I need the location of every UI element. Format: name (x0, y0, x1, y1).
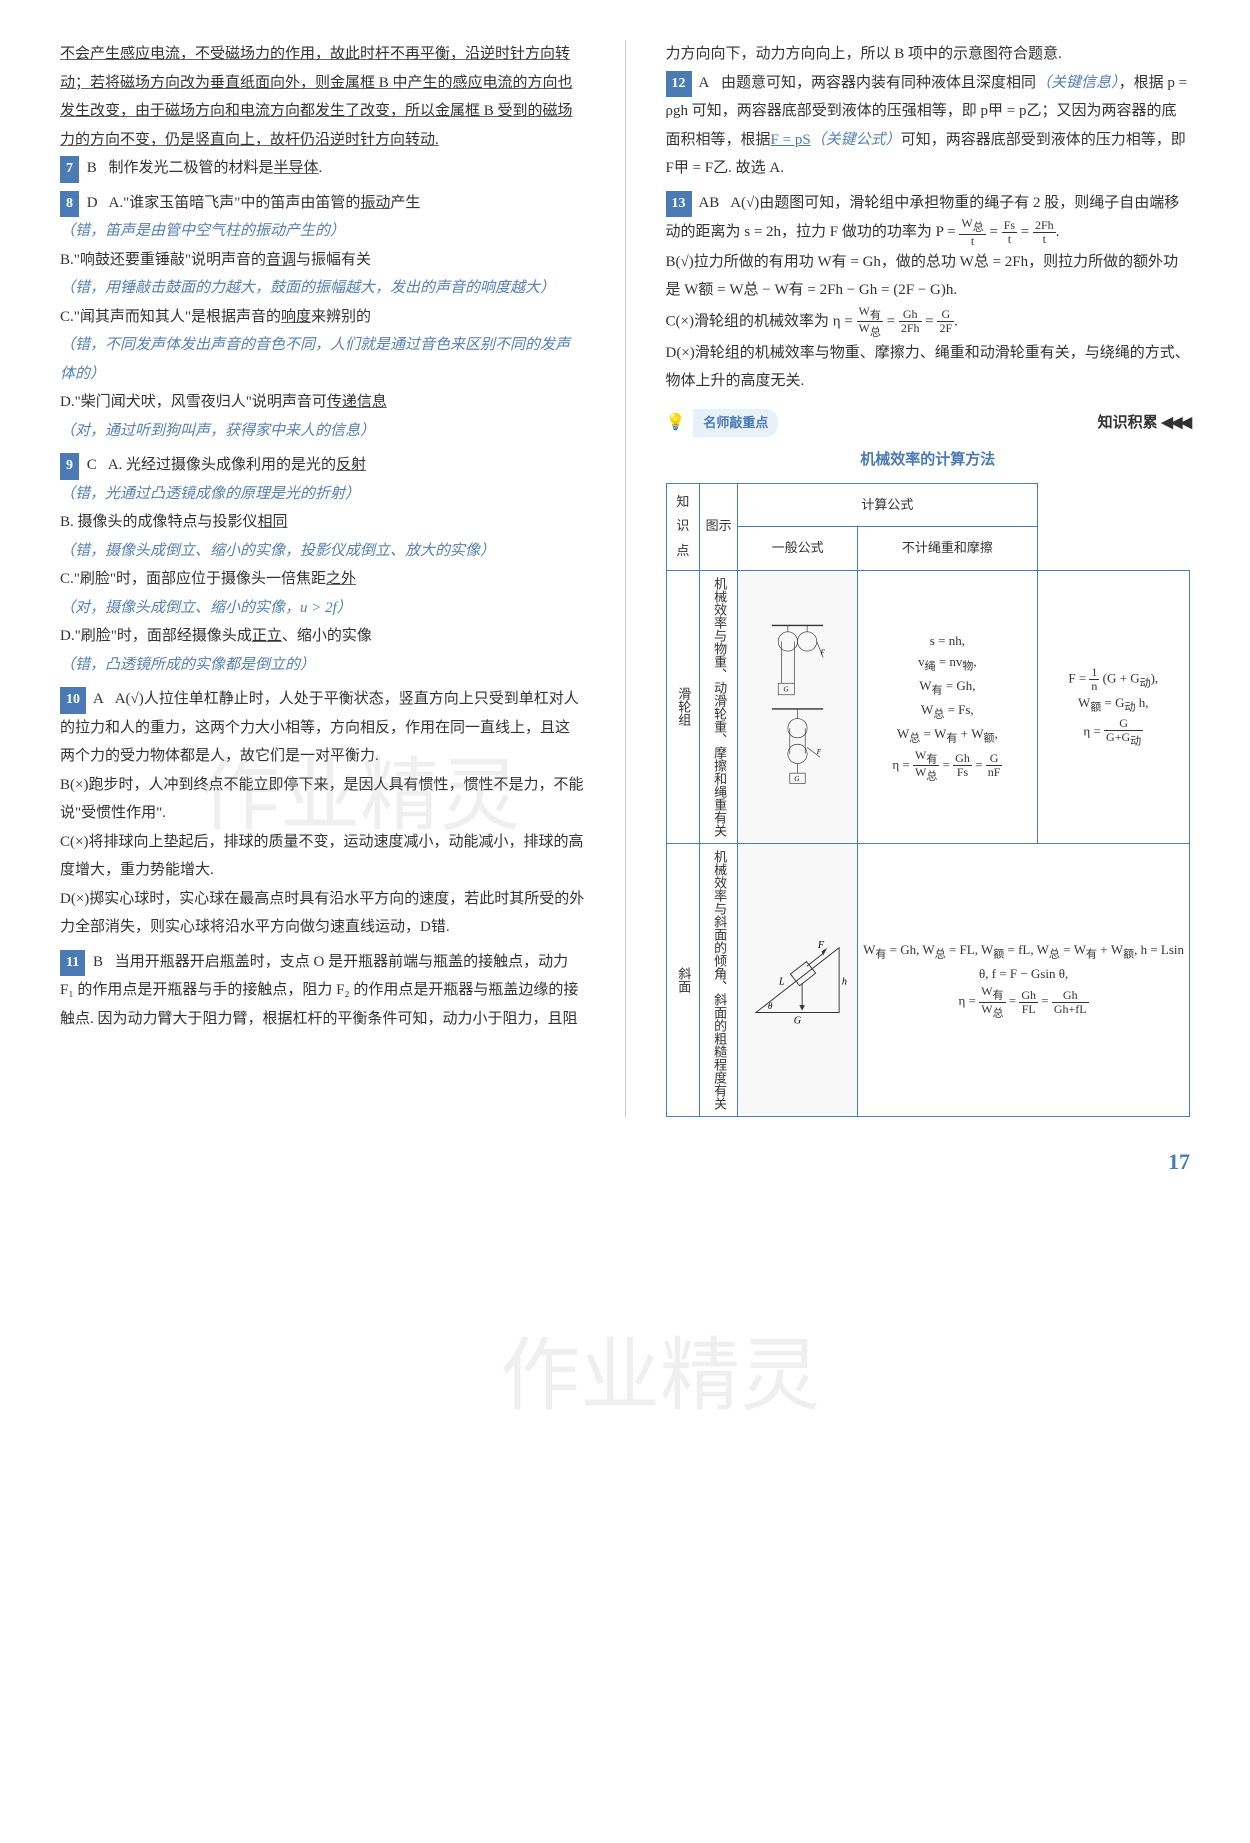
lightbulb-icon: 💡 (666, 408, 686, 438)
q11-number: 11 (60, 950, 85, 977)
pulley-diagram: G F G F (738, 570, 858, 843)
table-header-row: 知识点 图示 计算公式 (666, 483, 1190, 527)
q8-option-c: C."闻其声而知其人"是根据声音的 (60, 309, 281, 325)
q12-answer: A (698, 75, 709, 91)
q7-number: 7 (60, 156, 79, 183)
question-13: 13 AB A(√)由题图可知，滑轮组中承担物重的绳子有 2 股，则绳子自由端移… (666, 189, 1191, 396)
row2-label: 斜面 (666, 843, 700, 1116)
question-11: 11 B 当用开瓶器开启瓶盖时，支点 O 是开瓶器前端与瓶盖的接触点，动力 F₁… (60, 948, 585, 1034)
q8-option-a: A."谁家玉笛暗飞声"中的笛声由笛管的 (109, 195, 361, 211)
pulley-svg: G F G F (742, 619, 853, 786)
column-divider (625, 40, 626, 1117)
svg-text:G: G (794, 775, 799, 783)
efficiency-table: 知识点 图示 计算公式 一般公式 不计绳重和摩擦 滑轮组 机械效率与物重、动滑轮… (666, 483, 1191, 1117)
q8-option-b: B."响鼓还要重锤敲"说明声音的 (60, 252, 266, 268)
q7-answer: B (87, 160, 97, 176)
svg-text:G: G (784, 686, 789, 694)
q12-number: 12 (666, 71, 692, 98)
svg-text:L: L (778, 977, 785, 988)
q8-number: 8 (60, 191, 79, 218)
q11-answer: B (93, 954, 103, 970)
q10-number: 10 (60, 687, 86, 714)
row1-desc: 机械效率与物重、动滑轮重、摩擦和绳重有关 (700, 570, 738, 843)
svg-text:F: F (820, 648, 826, 656)
q9-option-c: C."刷脸"时，面部应位于摄像头一倍焦距 (60, 571, 326, 587)
question-10: 10 A A(√)人拉住单杠静止时，人处于平衡状态，竖直方向上只受到单杠对人的拉… (60, 685, 585, 942)
q13-answer: AB (698, 195, 719, 211)
method-title: 机械效率的计算方法 (666, 446, 1191, 475)
incline-svg: F L h G θ (742, 912, 853, 1039)
q9-number: 9 (60, 453, 79, 480)
q9-a-note: （错，光通过凸透镜成像的原理是光的折射） (60, 480, 585, 509)
q9-option-a: A. 光经过摄像头成像利用的是光的 (108, 457, 336, 473)
subheader-nofriction: 不计绳重和摩擦 (858, 527, 1037, 571)
q8-c-note: （错，不同发声体发出声音的音色不同，人们就是通过音色来区别不同的发声体的） (60, 331, 585, 388)
q9-option-b: B. 摄像头的成像特点与投影仪 (60, 514, 258, 530)
row1-label: 滑轮组 (666, 570, 700, 843)
q11-continuation: 力方向向下，动力方向向上，所以 B 项中的示意图符合题意. (666, 40, 1191, 69)
q10-option-b: B(×)跑步时，人冲到终点不能立即停下来，是因人具有惯性，惯性不是力，不能说"受… (60, 771, 585, 828)
section-subtitle: 知识积累 ◀◀◀ (1098, 409, 1190, 438)
row1-general-formulas: s = nh, v绳 = nv物, W有 = Gh, W总 = Fs, W总 =… (858, 570, 1037, 843)
q8-d-note: （对，通过听到狗叫声，获得家中来人的信息） (60, 417, 585, 446)
incline-diagram: F L h G θ (738, 843, 858, 1116)
svg-text:h: h (842, 977, 847, 988)
table-row-pulley: 滑轮组 机械效率与物重、动滑轮重、摩擦和绳重有关 G F (666, 570, 1190, 843)
q9-option-d: D."刷脸"时，面部经摄像头成 (60, 628, 252, 644)
svg-text:θ: θ (768, 1002, 773, 1012)
subheader-general: 一般公式 (738, 527, 858, 571)
q10-option-d: D(×)掷实心球时，实心球在最高点时具有沿水平方向的速度，若此时其所受的外力全部… (60, 885, 585, 942)
left-column: 不会产生感应电流，不受磁场力的作用，故此时杆不再平衡，沿逆时针方向转动；若将磁场… (60, 40, 585, 1117)
q9-answer: C (87, 457, 97, 473)
teacher-tips-header: 💡 名师敲重点 知识积累 ◀◀◀ (666, 408, 1191, 438)
question-9: 9 C A. 光经过摄像头成像利用的是光的反射 （错，光通过凸透镜成像的原理是光… (60, 451, 585, 679)
right-column: 力方向向下，动力方向向上，所以 B 项中的示意图符合题意. 12 A 由题意可知… (666, 40, 1191, 1117)
page-content: 不会产生感应电流，不受磁场力的作用，故此时杆不再平衡，沿逆时针方向转动；若将磁场… (60, 40, 1190, 1117)
q13-number: 13 (666, 191, 692, 218)
question-12: 12 A 由题意可知，两容器内装有同种液体且深度相同（关键信息），根据 p = … (666, 69, 1191, 183)
q10-option-c: C(×)将排球向上垫起后，排球的质量不变，运动速度减小，动能减小，排球的高度增大… (60, 828, 585, 885)
q13-option-b: B(√)拉力所做的有用功 W有 = Gh，做的总功 W总 = 2Fh，则拉力所做… (666, 248, 1191, 305)
q8-answer: D (87, 195, 98, 211)
row2-desc: 机械效率与斜面的倾角、斜面的粗糙程度有关 (700, 843, 738, 1116)
page-number: 17 (60, 1141, 1190, 1183)
row1-nofriction-formulas: F = 1n (G + G动), W额 = G动 h, η = GG+G动 (1037, 570, 1189, 843)
q7-text: 制作发光二极管的材料是 (109, 160, 274, 176)
table-row-incline: 斜面 机械效率与斜面的倾角、斜面的粗糙程度有关 F L h G θ (666, 843, 1190, 1116)
q8-a-note: （错，笛声是由管中空气柱的振动产生的） (60, 217, 585, 246)
q8-option-d: D."柴门闻犬吠，风雪夜归人"说明声音可 (60, 394, 327, 410)
q11-text: 当用开瓶器开启瓶盖时，支点 O 是开瓶器前端与瓶盖的接触点，动力 F₁ 的作用点… (60, 954, 578, 1027)
question-8: 8 D A."谁家玉笛暗飞声"中的笛声由笛管的振动产生 （错，笛声是由管中空气柱… (60, 189, 585, 446)
q9-b-note: （错，摄像头成倒立、缩小的实像，投影仪成倒立、放大的实像） (60, 537, 585, 566)
q8-b-note: （错，用锤敲击鼓面的力越大，鼓面的振幅越大，发出的声音的响度越大） (60, 274, 585, 303)
q13-option-d: D(×)滑轮组的机械效率与物重、摩擦力、绳重和动滑轮重有关，与绕绳的方式、物体上… (666, 339, 1191, 396)
header-knowledge: 知识点 (666, 483, 700, 570)
q7-keyword: 半导体 (274, 160, 319, 176)
row2-formulas: W有 = Gh, W总 = FL, W额 = fL, W总 = W有 + W额,… (858, 843, 1190, 1116)
table-subheader-row: 一般公式 不计绳重和摩擦 (666, 527, 1190, 571)
section-badge: 名师敲重点 (693, 409, 778, 438)
watermark: 作业精灵 (500, 1300, 820, 1452)
q9-c-note: （对，摄像头成倒立、缩小的实像，u > 2f） (60, 594, 585, 623)
svg-text:F: F (816, 748, 822, 756)
question-7: 7 B 制作发光二极管的材料是半导体. (60, 154, 585, 183)
svg-text:F: F (817, 940, 825, 951)
header-diagram: 图示 (700, 483, 738, 570)
continuation-text: 不会产生感应电流，不受磁场力的作用，故此时杆不再平衡，沿逆时针方向转动；若将磁场… (60, 40, 585, 154)
q13-option-c: C(×)滑轮组的机械效率为 η = (666, 313, 857, 329)
q13-option-a: A(√)由题图可知，滑轮组中承担物重的绳子有 2 股，则绳子自由端移动的距离为 … (666, 195, 1180, 240)
q10-option-a: A(√)人拉住单杠静止时，人处于平衡状态，竖直方向上只受到单杠对人的拉力和人的重… (60, 691, 579, 764)
q10-answer: A (93, 691, 104, 707)
q9-d-note: （错，凸透镜所成的实像都是倒立的） (60, 651, 585, 680)
header-formula: 计算公式 (738, 483, 1037, 527)
svg-text:G: G (794, 1016, 802, 1027)
